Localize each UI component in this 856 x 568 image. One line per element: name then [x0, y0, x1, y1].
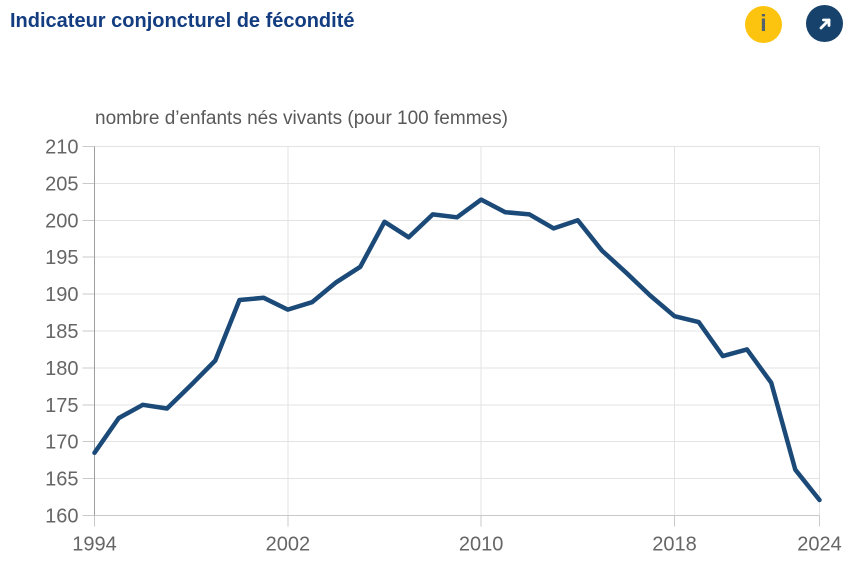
y-axis-label: 160: [45, 506, 78, 528]
y-axis-label: 165: [45, 469, 78, 491]
y-axis-label: 210: [45, 137, 78, 159]
y-axis-label: 170: [45, 432, 78, 454]
x-axis-label: 2002: [266, 534, 311, 556]
x-axis-label: 2010: [459, 534, 504, 556]
y-axis-label: 175: [45, 395, 78, 417]
fertility-line-chart: 160 165 170 175 180 185 190 195 200 205 210 1994 200…: [45, 137, 842, 556]
y-axis-label: 180: [45, 358, 78, 380]
y-axis-label: 185: [45, 321, 78, 343]
page-title: Indicateur conjoncturel de fécondité: [10, 10, 355, 32]
info-button[interactable]: i: [745, 6, 782, 43]
y-axis-label: 190: [45, 284, 78, 306]
chart-subtitle: nombre d’enfants nés vivants (pour 100 f…: [95, 108, 508, 129]
info-icon: i: [760, 10, 767, 36]
fertility-series-line[interactable]: [92, 197, 822, 503]
y-axis-label: 200: [45, 210, 78, 232]
widget-header: Indicateur conjoncturel de fécondité i: [0, 0, 856, 56]
x-axis-label: 2024: [797, 534, 842, 556]
x-axis-label: 2018: [652, 534, 697, 556]
y-axis-label: 195: [45, 247, 78, 269]
y-axis-label: 205: [45, 173, 78, 195]
arrow-up-right-icon: [819, 18, 830, 29]
external-link-button[interactable]: [806, 5, 843, 42]
x-axis-label: 1994: [72, 534, 117, 556]
